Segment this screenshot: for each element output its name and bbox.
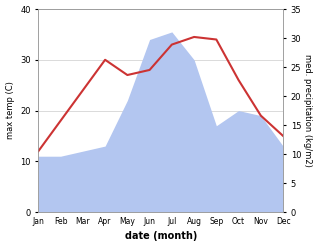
Y-axis label: med. precipitation (kg/m2): med. precipitation (kg/m2) (303, 54, 313, 167)
X-axis label: date (month): date (month) (125, 231, 197, 242)
Y-axis label: max temp (C): max temp (C) (5, 82, 15, 140)
